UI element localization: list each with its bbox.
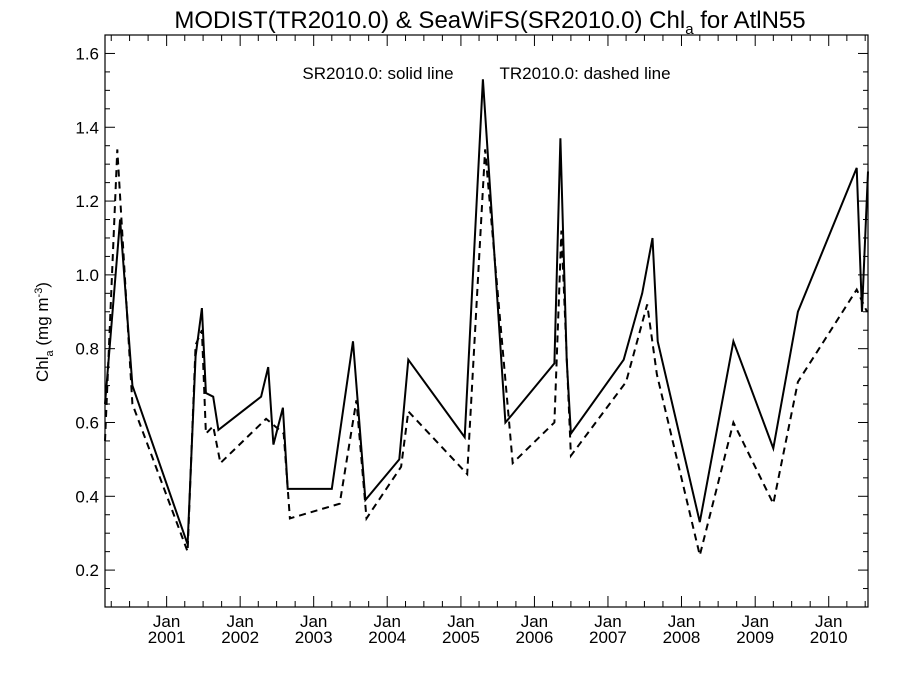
y-axis-label-subscript: a — [44, 349, 56, 356]
y-axis-label-close: ) — [33, 282, 52, 288]
x-tick-month-label: Jan — [300, 612, 327, 631]
x-tick-month-label: Jan — [153, 612, 180, 631]
x-tick-year-label: 2006 — [516, 628, 554, 647]
chart-title: MODIST(TR2010.0) & SeaWiFS(SR2010.0) Chl… — [174, 7, 805, 38]
x-tick-year-label: 2001 — [148, 628, 186, 647]
x-tick-year-label: 2010 — [810, 628, 848, 647]
x-tick-month-label: Jan — [226, 612, 253, 631]
x-tick-month-label: Jan — [447, 612, 474, 631]
y-tick-label: 0.6 — [75, 413, 99, 432]
x-tick-year-label: 2002 — [221, 628, 259, 647]
x-tick-month-label: Jan — [521, 612, 548, 631]
legend-solid-label: SR2010.0: solid line — [302, 64, 453, 83]
plot-frame — [104, 34, 869, 608]
legend-dashed-label: TR2010.0: dashed line — [499, 64, 670, 83]
y-axis-label: Chla (mg m-3) — [33, 282, 56, 382]
x-tick-month-label: Jan — [815, 612, 842, 631]
chart-title-tail: for AtlN55 — [694, 7, 806, 34]
chart-title-subscript: a — [685, 21, 694, 38]
y-tick-label: 0.4 — [75, 487, 99, 506]
y-tick-label: 1.6 — [75, 44, 99, 63]
x-tick-year-label: 2007 — [589, 628, 627, 647]
x-tick-month-label: Jan — [594, 612, 621, 631]
x-tick-year-label: 2005 — [442, 628, 480, 647]
series-line-solid — [104, 79, 869, 545]
axes-layer: 0.20.40.60.81.01.21.41.6Jan2001Jan2002Ja… — [75, 35, 868, 647]
x-tick-year-label: 2008 — [663, 628, 701, 647]
x-tick-year-label: 2004 — [368, 628, 406, 647]
y-tick-label: 0.2 — [75, 561, 99, 580]
y-tick-label: 1.0 — [75, 266, 99, 285]
x-tick-month-label: Jan — [741, 612, 768, 631]
x-tick-year-label: 2003 — [295, 628, 333, 647]
y-tick-label: 0.8 — [75, 340, 99, 359]
y-axis-label-units: (mg m — [33, 297, 52, 350]
x-tick-month-label: Jan — [668, 612, 695, 631]
series-layer — [104, 79, 869, 556]
y-axis-label-exponent: -3 — [33, 288, 45, 298]
x-tick-year-label: 2009 — [736, 628, 774, 647]
y-tick-label: 1.2 — [75, 192, 99, 211]
series-line-dashed — [104, 149, 868, 556]
x-tick-month-label: Jan — [373, 612, 400, 631]
y-tick-label: 1.4 — [75, 118, 99, 137]
